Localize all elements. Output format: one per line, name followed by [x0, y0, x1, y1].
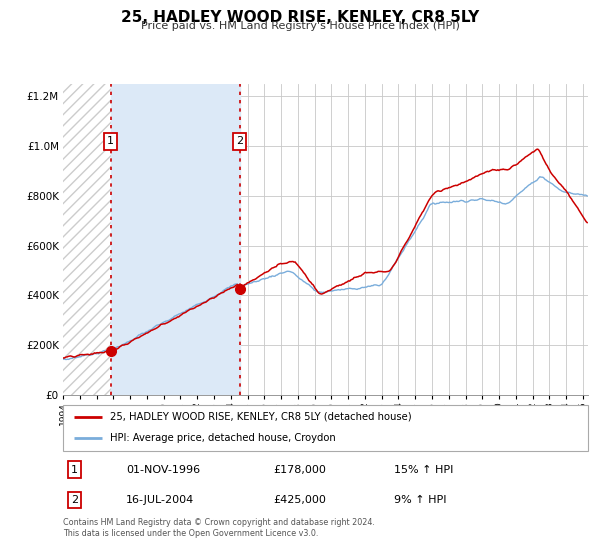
Text: 25, HADLEY WOOD RISE, KENLEY, CR8 5LY: 25, HADLEY WOOD RISE, KENLEY, CR8 5LY: [121, 10, 479, 25]
Text: £425,000: £425,000: [273, 496, 326, 505]
Text: 9% ↑ HPI: 9% ↑ HPI: [394, 496, 446, 505]
Text: HPI: Average price, detached house, Croydon: HPI: Average price, detached house, Croy…: [110, 433, 336, 443]
Text: 2: 2: [236, 137, 244, 147]
Text: 25, HADLEY WOOD RISE, KENLEY, CR8 5LY (detached house): 25, HADLEY WOOD RISE, KENLEY, CR8 5LY (d…: [110, 412, 412, 422]
Text: This data is licensed under the Open Government Licence v3.0.: This data is licensed under the Open Gov…: [63, 529, 319, 538]
Text: Contains HM Land Registry data © Crown copyright and database right 2024.: Contains HM Land Registry data © Crown c…: [63, 518, 375, 527]
Text: 1: 1: [107, 137, 114, 147]
Text: 1: 1: [71, 465, 78, 474]
FancyBboxPatch shape: [63, 405, 588, 451]
Bar: [110, 84, 240, 395]
Text: 01-NOV-1996: 01-NOV-1996: [126, 465, 200, 474]
Text: 16-JUL-2004: 16-JUL-2004: [126, 496, 194, 505]
Text: 2: 2: [71, 496, 78, 505]
Text: £178,000: £178,000: [273, 465, 326, 474]
Text: 15% ↑ HPI: 15% ↑ HPI: [394, 465, 453, 474]
Bar: [63, 84, 110, 395]
Text: Price paid vs. HM Land Registry's House Price Index (HPI): Price paid vs. HM Land Registry's House …: [140, 21, 460, 31]
